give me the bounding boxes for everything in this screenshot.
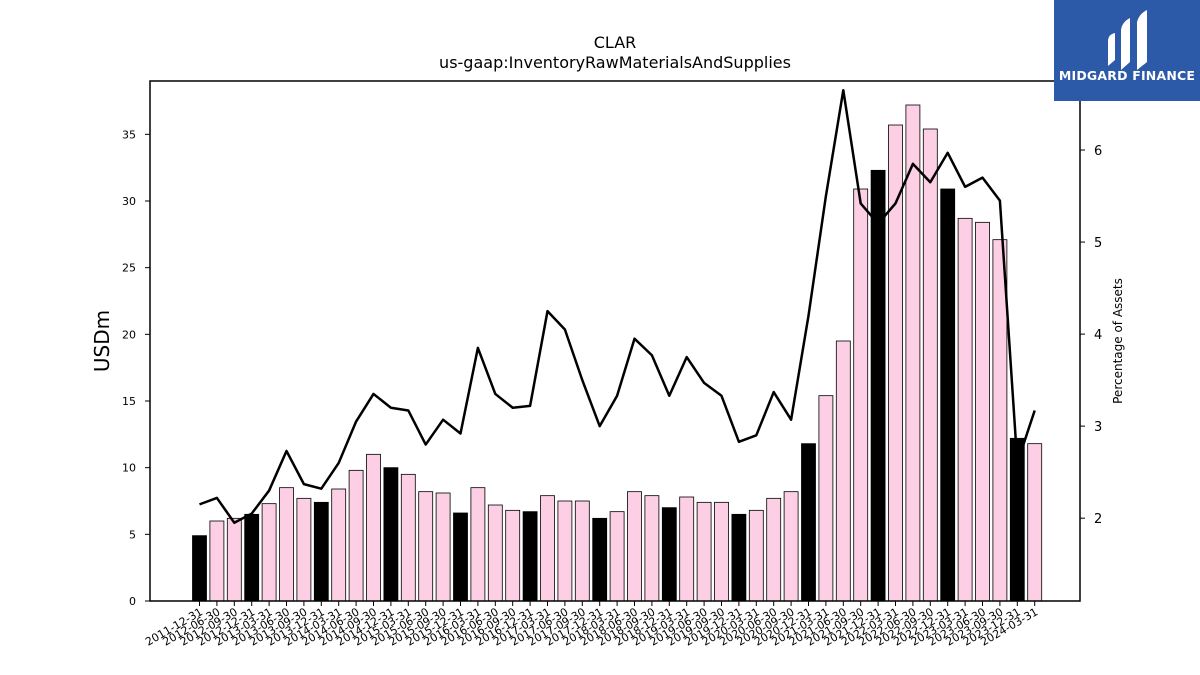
- bar: [644, 495, 660, 602]
- bar: [975, 221, 990, 602]
- bar: [835, 340, 851, 602]
- bar: [1027, 443, 1043, 602]
- y-tick-label: 25: [122, 262, 136, 275]
- bar: [261, 503, 277, 602]
- bar: [331, 488, 347, 602]
- bar: [366, 453, 381, 602]
- bar: [731, 513, 747, 602]
- y2-axis-label: Percentage of Assets: [1111, 278, 1125, 404]
- y-tick-label: 35: [122, 128, 136, 141]
- bar: [870, 169, 886, 602]
- chart-subtitle: us-gaap:InventoryRawMaterialsAndSupplies: [439, 53, 791, 72]
- bar: [296, 497, 312, 602]
- y-axis-label: USDm: [90, 310, 114, 372]
- bars: [192, 104, 1043, 602]
- bar: [522, 511, 538, 602]
- y-tick-label: 20: [122, 328, 136, 341]
- midgard-logo-icon: [1108, 10, 1147, 70]
- y-tick-label: 30: [122, 195, 136, 208]
- bar: [818, 395, 834, 602]
- bar: [627, 491, 642, 602]
- bar: [783, 491, 799, 602]
- bar: [609, 511, 625, 602]
- bar: [696, 501, 712, 602]
- bar: [766, 497, 782, 602]
- bar: [192, 535, 207, 602]
- midgard-logo: MIDGARD FINANCE: [1054, 0, 1200, 101]
- bar: [244, 513, 260, 602]
- bar: [714, 501, 729, 602]
- y2-tick-label: 3: [1094, 420, 1102, 435]
- series-line: [199, 88, 1036, 525]
- bar: [922, 128, 938, 602]
- logo-text: MIDGARD FINANCE: [1058, 68, 1196, 83]
- bar: [888, 124, 903, 602]
- y2-tick-label: 4: [1094, 328, 1102, 343]
- y2-tick-label: 5: [1094, 236, 1102, 251]
- y2-tick-label: 6: [1094, 144, 1102, 159]
- bar: [574, 500, 590, 602]
- chart-title: CLAR: [594, 33, 637, 52]
- bar: [209, 520, 225, 602]
- y-tick-label: 5: [129, 528, 136, 541]
- bar: [313, 501, 329, 602]
- bar: [226, 517, 242, 602]
- bar: [470, 487, 486, 602]
- y2-tick-label: 2: [1094, 512, 1102, 527]
- bar: [540, 495, 555, 602]
- bar: [992, 239, 1008, 602]
- bar: [279, 487, 294, 602]
- y-tick-label: 10: [122, 462, 136, 475]
- axes: 05101520253035234562011-12-312012-06-302…: [122, 128, 1102, 648]
- bar: [557, 500, 573, 602]
- bar: [418, 491, 434, 602]
- bar: [383, 467, 399, 602]
- bar: [453, 512, 468, 602]
- bar: [400, 473, 416, 602]
- bar: [853, 188, 869, 602]
- bar: [592, 517, 608, 602]
- bar: [487, 504, 503, 602]
- bar: [505, 509, 521, 602]
- bar: [661, 507, 677, 602]
- y-tick-label: 15: [122, 395, 136, 408]
- bar: [348, 469, 364, 602]
- bar: [957, 217, 973, 602]
- plot-frame: [149, 80, 1081, 602]
- bar: [905, 104, 921, 602]
- bar: [679, 496, 695, 602]
- bar: [940, 188, 956, 602]
- bar: [435, 492, 451, 602]
- bar: [801, 443, 816, 602]
- bar: [748, 509, 764, 602]
- y-tick-label: 0: [129, 595, 136, 608]
- percentage-line: [199, 88, 1036, 525]
